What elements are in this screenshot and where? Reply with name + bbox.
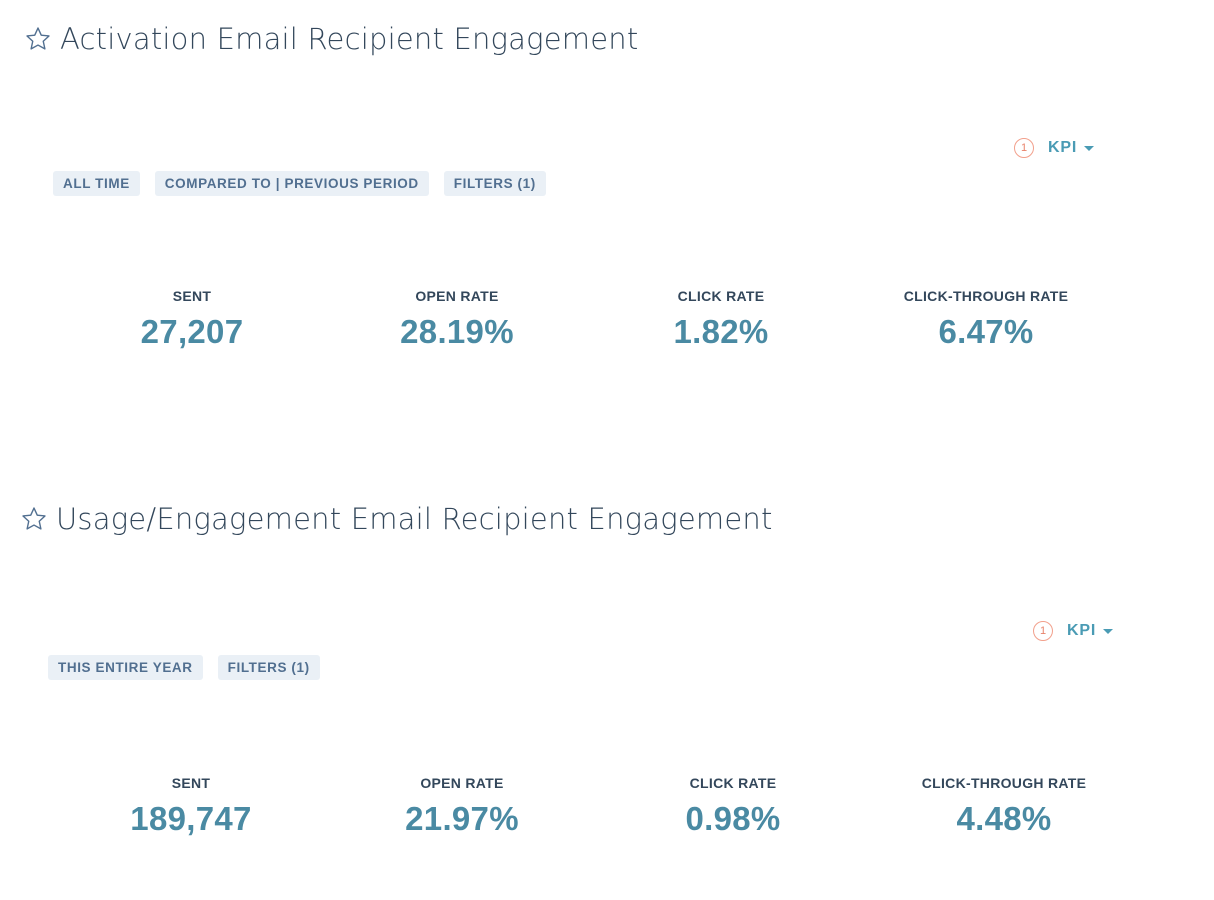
report-title: Activation Email Recipient Engagement (60, 22, 639, 56)
kpi-count-badge: 1 (1014, 138, 1034, 158)
report-usage-engagement: Usage/Engagement Email Recipient Engagem… (0, 480, 1214, 900)
metric-label: OPEN RATE (420, 775, 504, 791)
metric-click-rate: CLICK RATE 1.82% (673, 288, 768, 351)
metric-value: 21.97% (405, 800, 519, 837)
filter-pills: THIS ENTIRE YEAR FILTERS (1) (48, 655, 335, 680)
metric-label: SENT (172, 288, 212, 304)
filter-pills: ALL TIME COMPARED TO | PREVIOUS PERIOD F… (53, 171, 561, 196)
filter-pill-date-range[interactable]: ALL TIME (53, 171, 140, 196)
metric-click-through-rate: CLICK-THROUGH RATE 6.47% (904, 288, 1069, 351)
metric-value: 1.82% (673, 313, 769, 350)
metric-value: 6.47% (938, 313, 1034, 350)
kpi-label: KPI (1067, 622, 1097, 639)
caret-down-icon (1103, 628, 1114, 634)
metric-open-rate: OPEN RATE 21.97% (405, 775, 519, 838)
metric-open-rate: OPEN RATE 28.19% (400, 288, 514, 351)
metric-value: 4.48% (956, 800, 1052, 837)
kpi-dropdown[interactable]: 1 KPI (1033, 621, 1114, 641)
metric-value: 189,747 (130, 800, 252, 837)
metric-label: SENT (171, 775, 211, 791)
kpi-label: KPI (1048, 139, 1078, 156)
kpi-dropdown[interactable]: 1 KPI (1014, 138, 1095, 158)
filter-pill-date-range[interactable]: THIS ENTIRE YEAR (48, 655, 203, 680)
star-icon[interactable] (24, 25, 52, 53)
metric-value: 0.98% (685, 800, 781, 837)
caret-down-icon (1084, 145, 1095, 151)
star-icon[interactable] (20, 505, 48, 533)
metric-value: 28.19% (400, 313, 514, 350)
filter-pill-comparison[interactable]: COMPARED TO | PREVIOUS PERIOD (154, 171, 429, 196)
metric-label: CLICK-THROUGH RATE (921, 775, 1087, 791)
report-title: Usage/Engagement Email Recipient Engagem… (56, 502, 773, 536)
filter-pill-filters[interactable]: FILTERS (1) (217, 655, 320, 680)
metric-label: CLICK-THROUGH RATE (903, 288, 1069, 304)
metric-value: 27,207 (140, 313, 244, 350)
report-activation-engagement: Activation Email Recipient Engagement 1 … (24, 22, 1095, 351)
report-header: Activation Email Recipient Engagement (24, 22, 638, 56)
filter-pill-filters[interactable]: FILTERS (1) (443, 171, 546, 196)
metric-label: CLICK RATE (689, 775, 777, 791)
metric-label: CLICK RATE (677, 288, 765, 304)
report-header: Usage/Engagement Email Recipient Engagem… (20, 502, 773, 536)
metric-label: OPEN RATE (415, 288, 499, 304)
kpi-count-badge: 1 (1033, 621, 1053, 641)
metric-sent: SENT 27,207 (141, 288, 244, 351)
metric-sent: SENT 189,747 (130, 775, 251, 838)
metric-click-rate: CLICK RATE 0.98% (685, 775, 780, 838)
metric-click-through-rate: CLICK-THROUGH RATE 4.48% (922, 775, 1087, 838)
